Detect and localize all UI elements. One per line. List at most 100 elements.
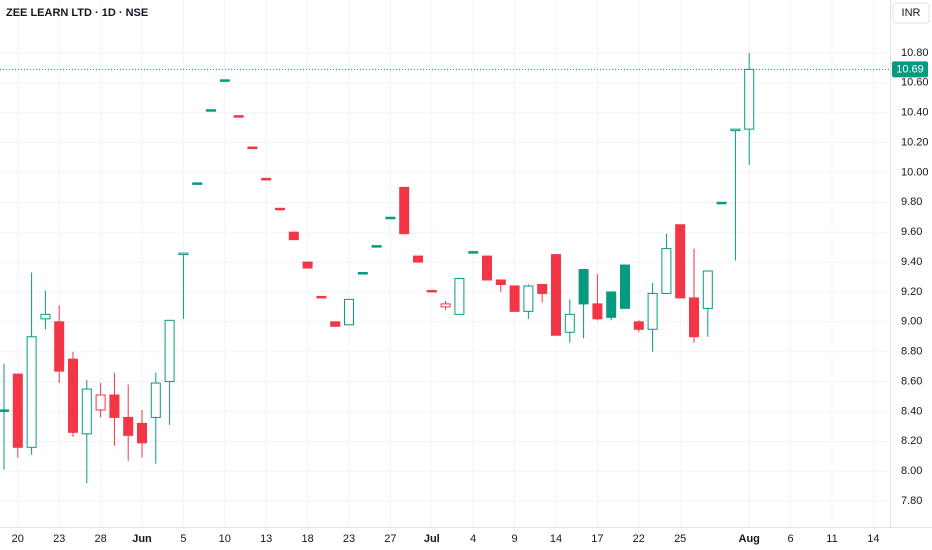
x-tick-label: 23 — [53, 533, 65, 545]
candle-body — [495, 279, 506, 285]
candle-body — [482, 255, 492, 281]
candle-body — [316, 295, 327, 299]
y-tick-label: 9.20 — [901, 286, 922, 298]
candle-body — [399, 186, 410, 235]
x-tick-label: 18 — [301, 533, 313, 545]
candles — [0, 52, 890, 484]
currency-box[interactable] — [892, 2, 930, 24]
y-tick-label: 10.60 — [901, 77, 929, 89]
candle-body — [371, 245, 382, 248]
x-tick-label: 25 — [674, 533, 686, 545]
x-tick-label: 22 — [633, 533, 645, 545]
x-tick-label: 10 — [219, 533, 231, 545]
currency: INR — [902, 7, 921, 19]
y-tick-label: 10.00 — [901, 166, 929, 178]
candle-body — [523, 285, 534, 312]
candle-body — [661, 248, 672, 294]
candle-body — [275, 207, 285, 211]
y-tick-label: 10.40 — [901, 107, 929, 119]
y-tick-label: 9.60 — [901, 226, 922, 238]
candle-body — [509, 285, 520, 312]
x-tick-label: 27 — [384, 533, 396, 545]
candle-body — [426, 289, 437, 293]
chart-title: ZEE LEARN LTD · 1D · NSE — [6, 7, 148, 19]
candle-body — [178, 252, 189, 256]
candle-body — [137, 422, 147, 444]
candle-body — [0, 409, 9, 412]
candle-body — [454, 277, 465, 315]
candle-body — [564, 313, 575, 333]
candle-body — [537, 283, 548, 294]
y-tick-label: 9.80 — [901, 196, 922, 208]
candle-body — [702, 270, 713, 309]
x-tick-label: 14 — [867, 533, 879, 545]
candle-body — [164, 319, 175, 383]
candle-body — [261, 177, 272, 181]
candle-body — [440, 303, 451, 308]
y-tick-label: 10.80 — [901, 47, 929, 59]
candle-body — [206, 109, 216, 112]
candle-body — [578, 269, 589, 305]
candle-body — [633, 321, 644, 330]
candle-body — [385, 216, 396, 220]
candle-body — [716, 201, 727, 205]
candle-body — [26, 336, 37, 448]
candle-body — [302, 261, 313, 269]
x-tick-label: Aug — [739, 533, 760, 545]
candle-body — [81, 388, 92, 435]
candle-body — [54, 321, 65, 372]
candle-body — [620, 264, 630, 309]
candle-body — [357, 272, 368, 275]
y-tick-label: 9.00 — [901, 316, 922, 328]
x-tick-label: 17 — [591, 533, 603, 545]
y-tick-label: 8.60 — [901, 375, 922, 387]
candle-body — [330, 321, 341, 327]
x-tick-label: 11 — [826, 533, 837, 545]
candle-body — [647, 292, 658, 330]
candle-body — [413, 255, 423, 263]
candle-body — [123, 416, 134, 436]
y-tick-label: 8.20 — [901, 435, 922, 447]
y-tick-label: 8.40 — [901, 405, 922, 417]
x-tick-label: 14 — [550, 533, 562, 545]
last-price-tag — [892, 61, 928, 78]
candle-body — [344, 298, 354, 326]
candle-body — [468, 251, 479, 254]
candle-body — [606, 291, 617, 318]
candle-body — [68, 358, 78, 433]
candle-body — [40, 313, 51, 320]
y-tick-label: 7.80 — [901, 495, 922, 507]
x-tick-label: 20 — [12, 533, 24, 545]
x-tick-label: 23 — [343, 533, 355, 545]
candle-body — [551, 254, 561, 336]
candle-body — [12, 373, 23, 448]
x-tick-label: 28 — [94, 533, 106, 545]
last-price-label: 10.69 — [896, 63, 924, 75]
candle-body — [675, 224, 686, 299]
x-tick-label: 5 — [180, 533, 186, 545]
y-tick-label: 8.80 — [901, 346, 922, 358]
candle-body — [247, 146, 258, 150]
candle-body — [219, 79, 230, 82]
candle-body — [192, 182, 203, 185]
x-tick-label: 6 — [788, 533, 794, 545]
candle-body — [233, 115, 244, 118]
y-tick-label: 10.20 — [901, 136, 929, 148]
x-tick-label: 9 — [512, 533, 518, 545]
x-tick-label: Jun — [132, 533, 152, 545]
x-tick-label: 4 — [470, 533, 476, 545]
candle-body — [150, 382, 161, 418]
candle-body — [592, 303, 603, 320]
x-tick-label: Jul — [424, 533, 440, 545]
candle-body — [109, 394, 120, 418]
candle-body — [689, 297, 699, 338]
candle-body — [730, 128, 741, 132]
candle-body — [95, 394, 106, 411]
candle-body — [288, 231, 299, 241]
candle-body — [744, 68, 755, 130]
y-tick-label: 9.40 — [901, 256, 922, 268]
x-tick-label: 13 — [260, 533, 272, 545]
y-tick-label: 8.00 — [901, 465, 922, 477]
